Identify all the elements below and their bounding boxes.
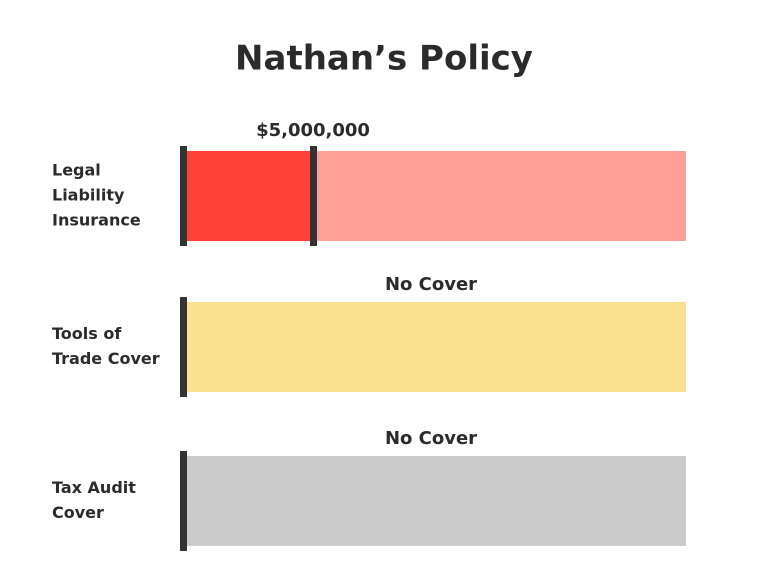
axis-marker <box>180 451 187 551</box>
row-label: Tools of <box>52 324 122 343</box>
row-label: Cover <box>52 503 104 522</box>
row-label: Insurance <box>52 211 141 230</box>
value-label: No Cover <box>385 428 477 449</box>
axis-marker <box>180 297 187 397</box>
row-label: Liability <box>52 186 125 205</box>
coverage-fill <box>187 151 313 241</box>
row-label: Tax Audit <box>52 478 136 497</box>
limit-marker <box>310 146 317 246</box>
coverage-bar <box>183 302 686 392</box>
axis-marker <box>180 146 187 246</box>
value-label: No Cover <box>385 274 477 295</box>
coverage-bar <box>183 456 686 546</box>
title: Nathan’s Policy <box>235 39 533 79</box>
row-label: Legal <box>52 161 101 180</box>
row-label: Trade Cover <box>52 349 160 368</box>
value-label: $5,000,000 <box>256 120 370 141</box>
